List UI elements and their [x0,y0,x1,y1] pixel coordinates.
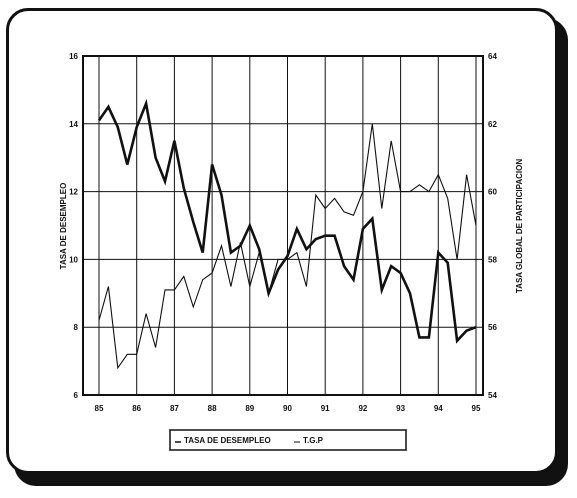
x-tick-label-89: 89 [245,404,254,413]
left-tick-label-8: 8 [74,323,79,332]
left-axis-ticks: 6 8 10 12 14 16 [69,52,78,400]
legend-box [169,429,407,451]
x-tick-label-86: 86 [132,404,141,413]
plot-area-border [82,55,484,396]
x-tick-label-85: 85 [95,404,104,413]
legend-label-tgp: T.G.P [303,436,324,445]
right-axis-ticks: 54 56 58 60 62 64 [488,52,497,400]
x-tick-label-87: 87 [170,404,179,413]
right-tick-label-60: 60 [488,188,497,197]
legend-label-tasa-de-desempleo: TASA DE DESEMPLEO [184,436,271,445]
chart-frame [6,8,558,474]
left-tick-label-6: 6 [74,391,79,400]
x-tick-label-90: 90 [283,404,292,413]
right-tick-label-54: 54 [488,391,497,400]
right-tick-label-56: 56 [488,323,497,332]
right-axis-label: TASA GLOBAL DE PARTICIPACION [515,159,524,293]
series-line-tasa-de-desempleo [97,98,477,344]
series-lines [97,98,477,370]
x-tick-label-92: 92 [358,404,367,413]
left-tick-label-16: 16 [69,52,78,61]
right-tick-label-58: 58 [488,255,497,264]
x-tick-label-94: 94 [434,404,443,413]
x-tick-label-93: 93 [396,404,405,413]
x-tick-label-91: 91 [321,404,330,413]
x-tick-label-88: 88 [208,404,217,413]
grid [83,55,483,396]
left-axis-label: TASA DE DESEMPLEO [59,183,68,270]
legend: TASA DE DESEMPLEO T.G.P [169,429,407,451]
right-tick-label-64: 64 [488,52,497,61]
right-tick-label-62: 62 [488,120,497,129]
x-tick-label-95: 95 [472,404,481,413]
x-axis-ticks: 85 86 87 88 89 90 91 92 93 94 95 [95,404,481,413]
series-line-t-g-p [98,123,477,370]
left-tick-label-14: 14 [69,120,78,129]
left-tick-label-10: 10 [69,255,78,264]
left-tick-label-12: 12 [69,188,78,197]
